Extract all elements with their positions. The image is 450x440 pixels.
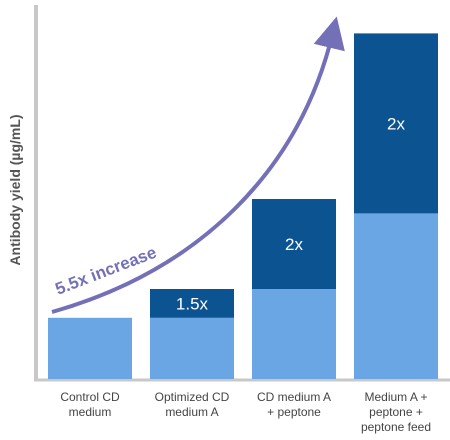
x-tick-label-1: Control CD medium [60, 390, 120, 419]
increase-arrow [51, 16, 345, 314]
y-axis-label: Antibody yield (µg/mL) [7, 114, 23, 265]
x-tick-label-3: CD medium A + peptone [257, 390, 331, 419]
bar-segment-label-4: 2x [387, 114, 405, 133]
x-tick-label-4: Medium A + peptone + peptone feed [361, 390, 431, 434]
bar-segment-label-2: 1.5x [176, 294, 209, 313]
bar-segment-label-3: 2x [285, 235, 303, 254]
bar-segment-4-1 [354, 213, 438, 379]
bar-segment-1-1 [48, 317, 132, 379]
bar-segment-2-1 [150, 317, 234, 379]
x-tick-label-2: Optimized CD medium A [155, 390, 230, 419]
bar-segment-2-2 [150, 289, 234, 318]
increase-annotation: 5.5x increase [53, 243, 160, 299]
bar-segment-3-2 [252, 199, 336, 289]
bar-segment-4-2 [354, 33, 438, 214]
bar-segment-3-1 [252, 289, 336, 379]
